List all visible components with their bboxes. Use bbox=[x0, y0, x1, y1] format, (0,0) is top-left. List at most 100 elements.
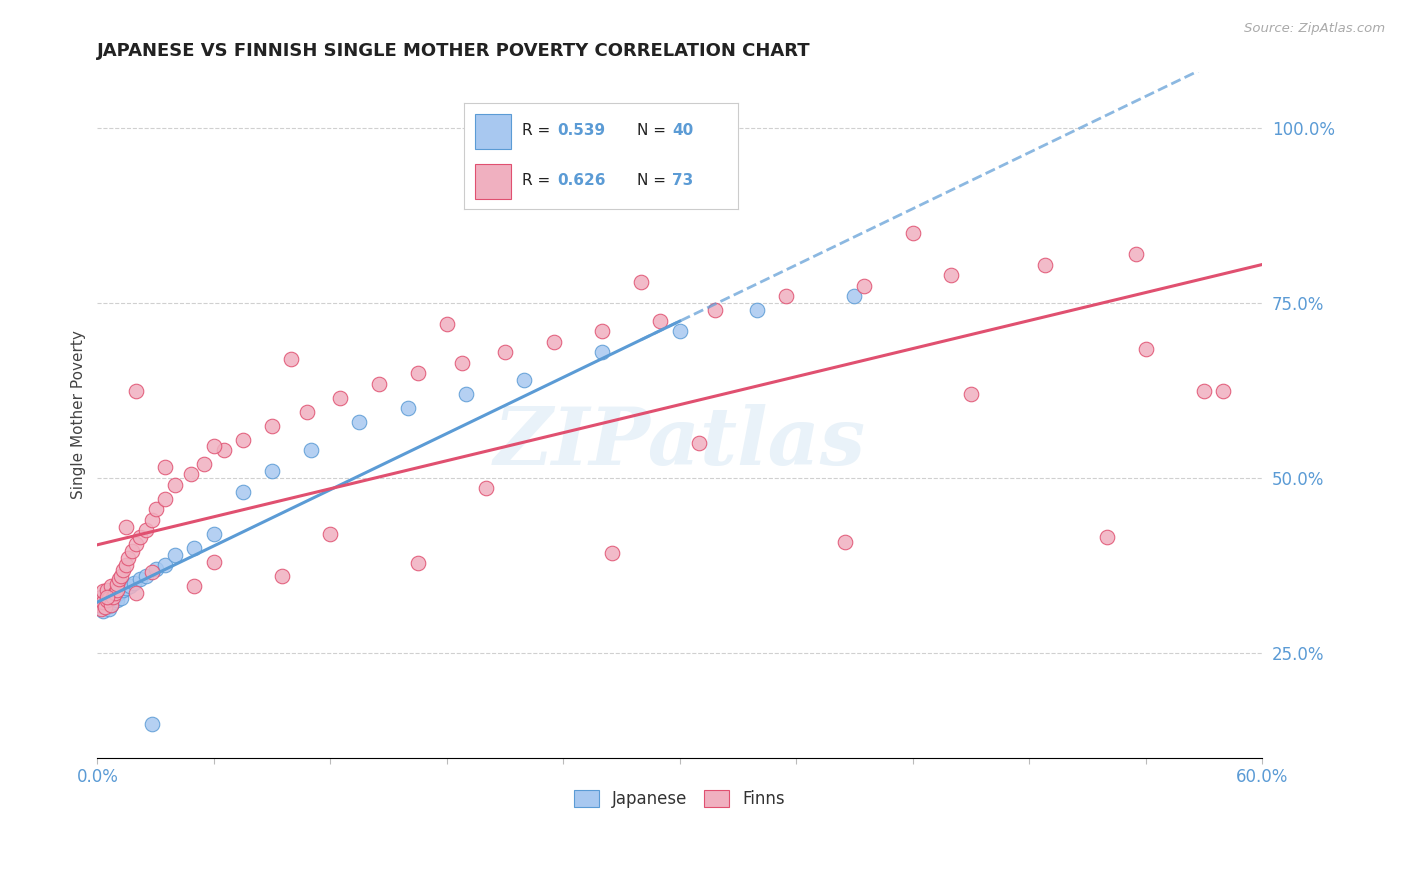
Point bbox=[129, 572, 152, 586]
Point bbox=[91, 595, 114, 609]
Point bbox=[125, 537, 148, 551]
Point bbox=[90, 590, 112, 604]
Point bbox=[98, 586, 121, 600]
Point bbox=[1095, 530, 1118, 544]
Point bbox=[901, 226, 924, 240]
Point bbox=[115, 582, 138, 596]
Point bbox=[121, 544, 143, 558]
Point bbox=[299, 442, 322, 457]
Point bbox=[105, 582, 128, 597]
Point bbox=[145, 502, 167, 516]
Point bbox=[110, 569, 132, 583]
Point bbox=[125, 586, 148, 600]
Point bbox=[117, 551, 139, 566]
Point bbox=[163, 478, 186, 492]
Point bbox=[232, 433, 254, 447]
Point bbox=[202, 440, 225, 454]
Point bbox=[513, 373, 536, 387]
Point bbox=[183, 579, 205, 593]
Point bbox=[960, 387, 983, 401]
Point bbox=[630, 275, 652, 289]
Point bbox=[202, 527, 225, 541]
Point bbox=[120, 579, 142, 593]
Point bbox=[100, 598, 122, 612]
Point bbox=[101, 595, 124, 609]
Point bbox=[494, 345, 516, 359]
Point bbox=[91, 584, 114, 599]
Point bbox=[1212, 384, 1234, 398]
Point bbox=[650, 313, 672, 327]
Point bbox=[155, 558, 177, 573]
Point bbox=[295, 404, 318, 418]
Text: Source: ZipAtlas.com: Source: ZipAtlas.com bbox=[1244, 22, 1385, 36]
Point bbox=[436, 317, 458, 331]
Point bbox=[270, 569, 292, 583]
Point bbox=[141, 513, 163, 527]
Point bbox=[98, 591, 121, 606]
Point bbox=[260, 464, 283, 478]
Point bbox=[100, 579, 122, 593]
Point bbox=[367, 376, 389, 391]
Point bbox=[474, 482, 496, 496]
Point bbox=[396, 401, 419, 415]
Point bbox=[141, 566, 163, 580]
Point bbox=[1192, 384, 1215, 398]
Point bbox=[115, 520, 138, 534]
Point bbox=[202, 555, 225, 569]
Point bbox=[129, 530, 152, 544]
Point bbox=[232, 485, 254, 500]
Point bbox=[183, 541, 205, 555]
Point bbox=[96, 593, 118, 607]
Point bbox=[543, 334, 565, 349]
Point bbox=[406, 556, 429, 570]
Point bbox=[100, 598, 122, 612]
Point bbox=[834, 535, 856, 549]
Text: ZIPatlas: ZIPatlas bbox=[494, 404, 866, 481]
Point bbox=[703, 303, 725, 318]
Point bbox=[104, 586, 127, 600]
Point bbox=[125, 384, 148, 398]
Point bbox=[775, 289, 797, 303]
Point bbox=[591, 345, 613, 359]
Point bbox=[96, 591, 118, 606]
Point bbox=[193, 457, 215, 471]
Point bbox=[107, 572, 129, 586]
Point bbox=[456, 387, 478, 401]
Point bbox=[90, 602, 112, 616]
Point bbox=[90, 593, 112, 607]
Point bbox=[135, 569, 157, 583]
Point bbox=[155, 460, 177, 475]
Point bbox=[122, 575, 145, 590]
Point bbox=[406, 366, 429, 380]
Point bbox=[98, 602, 121, 616]
Point bbox=[688, 436, 710, 450]
Point bbox=[107, 586, 129, 600]
Point bbox=[163, 548, 186, 562]
Point bbox=[451, 355, 474, 369]
Point bbox=[105, 593, 128, 607]
Point bbox=[96, 590, 118, 604]
Point bbox=[94, 600, 117, 615]
Point bbox=[155, 491, 177, 506]
Point bbox=[89, 598, 111, 612]
Point bbox=[349, 415, 371, 429]
Point bbox=[853, 278, 876, 293]
Point bbox=[941, 268, 963, 283]
Y-axis label: Single Mother Poverty: Single Mother Poverty bbox=[72, 331, 86, 500]
Point bbox=[110, 591, 132, 606]
Point bbox=[212, 442, 235, 457]
Point bbox=[319, 527, 342, 541]
Point bbox=[180, 467, 202, 482]
Point bbox=[111, 563, 134, 577]
Point bbox=[145, 562, 167, 576]
Point bbox=[280, 352, 302, 367]
Point bbox=[89, 600, 111, 615]
Text: JAPANESE VS FINNISH SINGLE MOTHER POVERTY CORRELATION CHART: JAPANESE VS FINNISH SINGLE MOTHER POVERT… bbox=[97, 42, 811, 60]
Point bbox=[111, 582, 134, 597]
Point bbox=[260, 418, 283, 433]
Point bbox=[329, 391, 352, 405]
Point bbox=[90, 597, 112, 611]
Point bbox=[1135, 342, 1157, 356]
Point bbox=[135, 524, 157, 538]
Point bbox=[96, 582, 118, 597]
